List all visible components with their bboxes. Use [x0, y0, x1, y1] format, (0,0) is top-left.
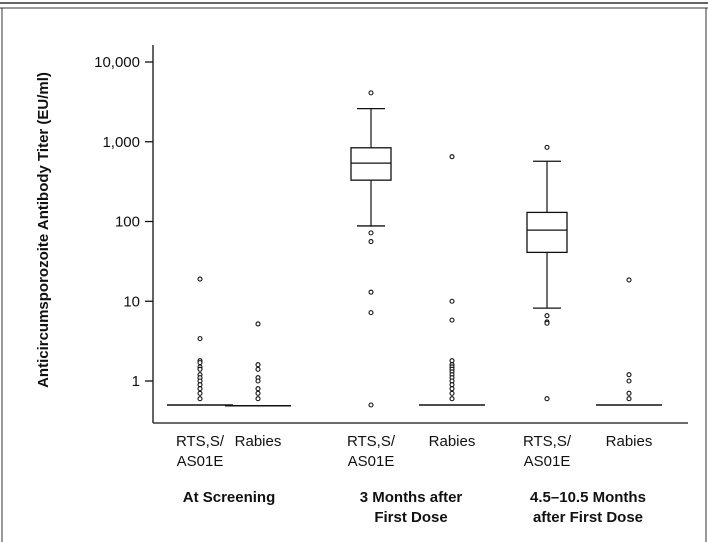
box-5-outlier-1	[626, 372, 632, 378]
y-tick-label-0: 1	[132, 373, 140, 390]
box-3-outlier-11	[449, 382, 455, 388]
box-0-outlier-10	[197, 386, 203, 392]
category-label-5-0: Rabies	[606, 433, 653, 450]
box-3-outlier-13	[449, 390, 455, 396]
category-label-2-1: AS01E	[348, 453, 395, 470]
category-label-1-0: Rabies	[235, 433, 282, 450]
category-label-0-0: RTS,S/	[176, 433, 225, 450]
category-label-2-0: RTS,S/	[347, 433, 396, 450]
y-tick-label-4: 10,000	[94, 54, 140, 71]
group-label-2-0: 4.5–10.5 Months	[530, 489, 646, 506]
box-0-outlier-12	[197, 396, 203, 402]
box-1-outlier-4	[255, 378, 261, 384]
y-tick-label-1: 10	[123, 293, 140, 310]
group-label-2-1: after First Dose	[533, 509, 643, 526]
box-0-outlier-0	[197, 276, 203, 282]
box-2	[350, 90, 392, 408]
box-2-iqr	[350, 147, 392, 181]
category-label-4-0: RTS,S/	[523, 433, 572, 450]
y-ticks: 1 10 100 1,000 10,000	[94, 54, 153, 390]
group-labels: At Screening 3 Months after First Dose 4.5–…	[183, 489, 646, 526]
box-5-outlier-4	[626, 396, 632, 402]
box-2-outlier-5	[368, 402, 374, 408]
y-axis-label: Anticircumsporozoite Antibody Titer (EU/…	[35, 72, 52, 388]
box-5	[596, 277, 662, 406]
box-4-outlier-0	[544, 144, 550, 150]
group-label-1-0: 3 Months after	[360, 489, 463, 506]
box-3-outlier-14	[449, 396, 455, 402]
box-1-outlier-2	[255, 366, 261, 372]
y-tick-label-3: 1,000	[102, 134, 140, 151]
box-4-outlier-3	[544, 320, 550, 326]
box-5-outlier-2	[626, 378, 632, 384]
category-label-0-1: AS01E	[177, 453, 224, 470]
box-4-outlier-4	[544, 396, 550, 402]
box-5-outlier-3	[626, 390, 632, 396]
y-tick-label-2: 100	[115, 214, 140, 231]
box-0-outlier-9	[197, 382, 203, 388]
box-1-outlier-0	[255, 321, 261, 327]
box-2-outlier-2	[368, 239, 374, 245]
category-label-3-0: Rabies	[429, 433, 476, 450]
box-4	[526, 144, 568, 402]
category-label-4-1: AS01E	[524, 453, 571, 470]
box-2-outlier-4	[368, 310, 374, 316]
category-labels: RTS,S/AS01E Rabies RTS,S/AS01E Rabies RTS,S/…	[176, 433, 652, 470]
box-0-outlier-11	[197, 390, 203, 396]
group-label-1-1: First Dose	[374, 509, 447, 526]
box-1-outlier-5	[255, 386, 261, 392]
box-3-outlier-0	[449, 154, 455, 160]
box-3-outlier-12	[449, 386, 455, 392]
box-1-outlier-7	[255, 396, 261, 402]
box-0-outlier-5	[197, 366, 203, 372]
group-label-0-0: At Screening	[183, 489, 276, 506]
box-0-outlier-1	[197, 336, 203, 342]
box-2-outlier-1	[368, 230, 374, 236]
box-3	[419, 154, 485, 406]
box-3-outlier-1	[449, 298, 455, 304]
box-1	[225, 321, 291, 407]
box-5-outlier-0	[626, 277, 632, 283]
box-2-outlier-0	[368, 90, 374, 96]
box-2-outlier-3	[368, 289, 374, 295]
box-1-outlier-6	[255, 390, 261, 396]
box-0-outlier-3	[197, 360, 203, 366]
box-3-outlier-2	[449, 317, 455, 323]
box-1-outlier-1	[255, 362, 261, 368]
box-4-iqr	[526, 211, 568, 254]
box-3-outlier-3	[449, 358, 455, 364]
box-0	[167, 276, 233, 406]
box-4-outlier-1	[544, 313, 550, 319]
box-plots	[167, 90, 662, 408]
